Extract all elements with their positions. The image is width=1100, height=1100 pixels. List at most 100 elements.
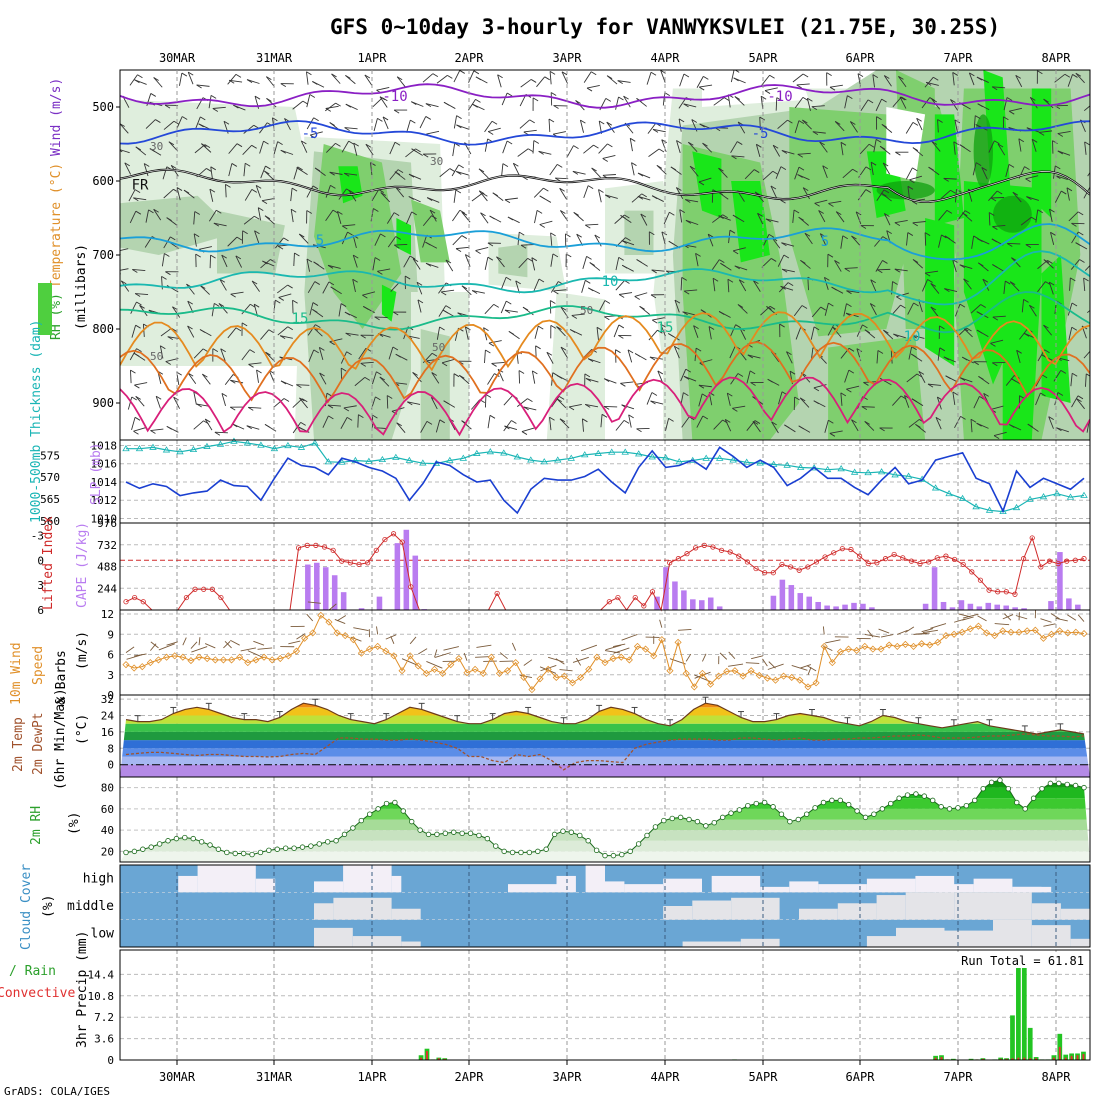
wind-barb-flag [1006, 97, 1013, 101]
wind-barb-flag [370, 162, 376, 166]
rh-point [257, 849, 264, 856]
wind-barb-staff [521, 244, 535, 246]
cloud-patch [905, 892, 955, 920]
wind-barb-staff [484, 304, 495, 315]
wind-barb-flag [548, 118, 555, 123]
lifted-index-point [727, 549, 733, 555]
wind-barb-staff [1009, 107, 1023, 112]
wind-barb-staff [219, 279, 227, 291]
wind-barb-staff [777, 254, 785, 267]
wind-barb-flag [153, 77, 159, 81]
wind-barb-flag [754, 191, 761, 196]
lifted-index-point [183, 594, 190, 601]
wind-barb-staff [496, 256, 505, 268]
wind-barb-flag [200, 116, 206, 121]
cape-bar [1048, 601, 1054, 610]
wind-barb-flag [605, 98, 612, 102]
wind-barb-flag [425, 262, 432, 267]
wind-barb-staff [228, 143, 238, 154]
wind-barb-flag [978, 376, 984, 380]
wind-barb-flag [797, 153, 803, 158]
wind-barb-staff [487, 373, 495, 385]
wind-barb [150, 641, 159, 649]
wind-barb-flag [1047, 260, 1053, 264]
wind-speed-point [633, 642, 642, 650]
slp-ylabel: 1000-500mb Thickness (dam) [29, 320, 44, 524]
cloud-patch [1060, 908, 1090, 920]
wind-barb-flag [689, 165, 696, 170]
wind-speed-point [1080, 630, 1088, 638]
cloud-patch [255, 878, 276, 893]
wind-barb-flag [415, 148, 421, 153]
wind-barb-flag [802, 73, 809, 78]
warm-isotherm [120, 376, 1090, 437]
cape-bar [716, 606, 723, 610]
wind-barb-flag [602, 158, 608, 162]
cape-bar [824, 605, 830, 610]
wind-barb-flag [585, 279, 591, 284]
wind-barb-staff [954, 119, 958, 133]
wind-barb-staff [416, 282, 423, 295]
wind-barb [897, 629, 908, 635]
wind-barb-flag [309, 134, 316, 139]
wind-barb-staff [647, 122, 657, 134]
wind-barb-staff [819, 141, 828, 153]
wind-barb-flag [1044, 349, 1050, 354]
wind-barb-flag [1023, 332, 1030, 337]
wind-barb-flag [518, 370, 525, 374]
wind-barb-staff [824, 303, 829, 316]
precip-convective-bar [426, 1051, 428, 1060]
thickness-point [162, 446, 171, 453]
wind-barb-flag [508, 330, 515, 335]
wind-barb-staff [685, 199, 699, 203]
wind-barb-staff [615, 257, 620, 271]
wind-barb-staff [733, 247, 746, 252]
date-label-top: 2APR [455, 51, 485, 65]
wind-barb-staff [451, 164, 460, 177]
wind-barb-flag [373, 208, 379, 212]
thickness-point [176, 448, 184, 455]
wind-barb-flag [345, 103, 352, 108]
wind-barb-staff [179, 72, 183, 86]
wind-barb-flag [883, 189, 890, 194]
wind-barb-flag [943, 177, 949, 182]
wind-barb-staff [572, 170, 586, 175]
wind-speed-point [617, 653, 625, 661]
wind-barb-staff [251, 280, 260, 292]
wind-barb-flag [959, 144, 965, 148]
cloud-patch [391, 908, 421, 920]
wind-barb-flag [1077, 395, 1084, 400]
wind-barb-staff [1066, 187, 1070, 201]
wind-barb-flag [877, 350, 884, 354]
wind-barb [962, 613, 979, 619]
wind-barb-flag [875, 138, 882, 143]
rh-point [148, 844, 154, 850]
wind-barb-staff [824, 420, 829, 433]
wind-barb-flag [302, 100, 309, 105]
rh-point [1030, 795, 1037, 801]
wind-barb-flag [527, 257, 533, 262]
wind-barb-staff [464, 254, 471, 267]
wind-barb-staff [1015, 75, 1023, 88]
wind-barb-flag [296, 167, 302, 171]
wind-barb-flag [1015, 74, 1021, 79]
wind-barb-staff [1068, 327, 1073, 340]
wind-barb-staff [890, 350, 893, 364]
wind-barb-staff [464, 326, 469, 340]
wind-barb [1003, 613, 1012, 621]
wind-barb-staff [1005, 375, 1015, 386]
wind-barb-staff [840, 235, 844, 249]
rh-point [972, 797, 978, 804]
wind-barb-flag [657, 370, 664, 375]
wind-barb-flag [939, 325, 945, 330]
wind-barb-flag [627, 349, 634, 354]
wind-barb-flag [983, 393, 989, 397]
thickness-point [756, 459, 764, 466]
wind-barb-staff [777, 119, 788, 129]
wind-barb-flag [167, 336, 173, 341]
wind-speed-point [414, 662, 422, 670]
wind-barb-flag [857, 73, 864, 78]
lifted-index-point [796, 567, 802, 573]
wind-barb-staff [1056, 427, 1069, 433]
wind-barb-flag [780, 199, 786, 204]
